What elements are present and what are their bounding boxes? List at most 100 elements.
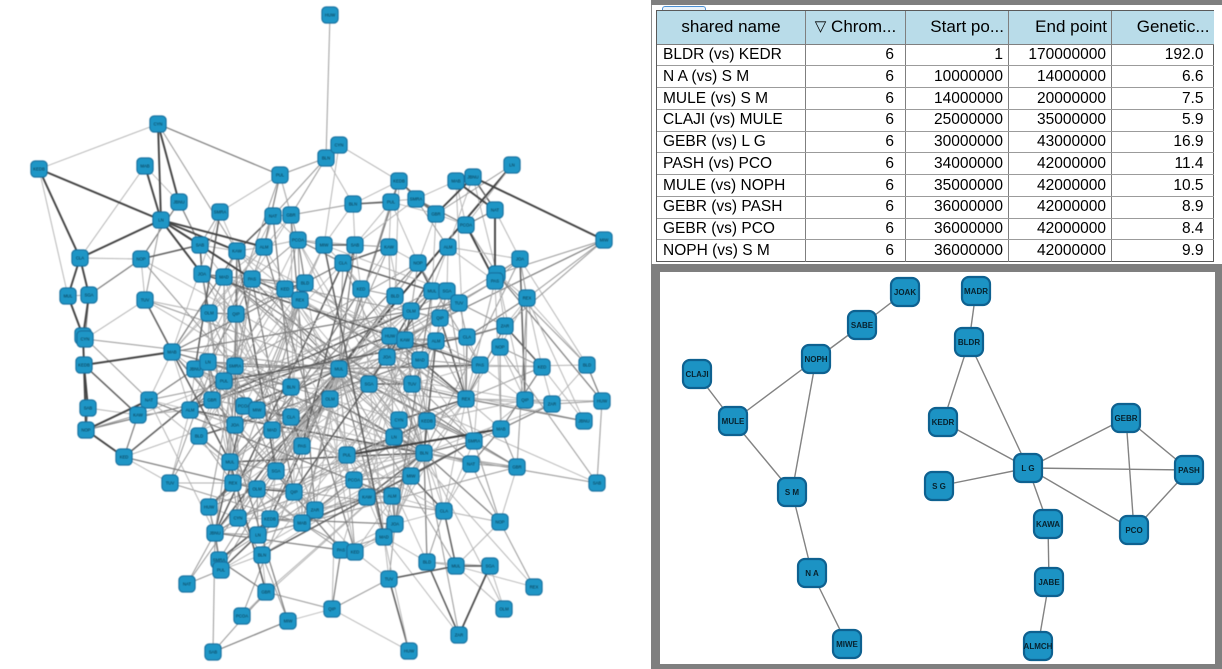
svg-text:REX: REX: [462, 397, 471, 402]
svg-text:QIP: QIP: [232, 312, 240, 317]
svg-text:NOP: NOP: [81, 428, 90, 433]
svg-text:SMRA: SMRA: [214, 210, 227, 215]
svg-text:KAW: KAW: [400, 338, 411, 343]
svg-text:CYN: CYN: [394, 418, 403, 423]
svg-text:MUL: MUL: [334, 367, 344, 372]
svg-text:MAD: MAD: [415, 358, 425, 363]
svg-text:JOA: JOA: [231, 423, 239, 428]
svg-text:TUV: TUV: [408, 382, 417, 387]
svg-text:ALMCH: ALMCH: [1024, 642, 1053, 651]
svg-text:NOP: NOP: [136, 257, 145, 262]
svg-text:MAB: MAB: [451, 179, 460, 184]
svg-text:LN: LN: [509, 163, 515, 168]
svg-text:MUL: MUL: [427, 289, 437, 294]
svg-text:PASH: PASH: [1178, 466, 1200, 475]
svg-text:SMRA: SMRA: [410, 197, 423, 202]
svg-text:REX: REX: [530, 585, 539, 590]
svg-text:ZAR: ZAR: [455, 633, 464, 638]
svg-text:KEDB: KEDB: [421, 419, 433, 424]
svg-text:MIWE: MIWE: [836, 640, 858, 649]
svg-text:ALM: ALM: [444, 245, 453, 250]
svg-text:JBNU: JBNU: [578, 419, 589, 424]
svg-text:GBR: GBR: [207, 398, 216, 403]
svg-text:OLM: OLM: [252, 487, 262, 492]
svg-text:KED: KED: [357, 287, 366, 292]
svg-text:MUL: MUL: [451, 564, 461, 569]
svg-text:SGA: SGA: [485, 564, 494, 569]
svg-text:HUW: HUW: [404, 649, 415, 654]
svg-text:MIW: MIW: [320, 243, 330, 248]
svg-text:JOAK: JOAK: [894, 288, 916, 297]
svg-text:JOA: JOA: [391, 522, 399, 527]
svg-text:BLN: BLN: [420, 451, 428, 456]
svg-text:PCOA: PCOA: [238, 404, 250, 409]
svg-text:KED: KED: [281, 287, 290, 292]
svg-text:OLM: OLM: [499, 607, 509, 612]
svg-text:MAB: MAB: [297, 521, 306, 526]
svg-text:ZAR: ZAR: [501, 324, 510, 329]
svg-text:OLM: OLM: [406, 309, 416, 314]
svg-text:GEBR: GEBR: [1114, 414, 1137, 423]
svg-text:PUL: PUL: [220, 379, 229, 384]
svg-text:HUW: HUW: [204, 505, 215, 510]
svg-text:JOA: JOA: [516, 257, 524, 262]
svg-text:N A: N A: [805, 569, 819, 578]
svg-text:S G: S G: [932, 482, 946, 491]
svg-text:KEDB: KEDB: [264, 517, 276, 522]
svg-text:TUV: TUV: [385, 577, 394, 582]
svg-text:SABE: SABE: [851, 321, 874, 330]
svg-text:MAB: MAB: [167, 350, 176, 355]
svg-text:ALM: ALM: [186, 408, 195, 413]
svg-text:GBR: GBR: [286, 213, 295, 218]
svg-text:CLA: CLA: [339, 261, 347, 266]
svg-text:S M: S M: [785, 488, 800, 497]
svg-text:MIW: MIW: [407, 474, 417, 479]
svg-text:PUL: PUL: [343, 453, 352, 458]
svg-text:BLN: BLN: [349, 202, 357, 207]
svg-text:PUL: PUL: [217, 568, 226, 573]
svg-text:GBR: GBR: [512, 465, 521, 470]
svg-text:KAW: KAW: [133, 413, 144, 418]
svg-text:JOA: JOA: [198, 272, 206, 277]
svg-text:SGA: SGA: [442, 289, 451, 294]
svg-text:SAB: SAB: [196, 243, 205, 248]
svg-text:HUW: HUW: [325, 13, 336, 18]
svg-text:SAB: SAB: [84, 406, 93, 411]
svg-text:SGA: SGA: [84, 293, 93, 298]
svg-text:KAW: KAW: [232, 249, 243, 254]
svg-text:BLD: BLD: [391, 294, 399, 299]
svg-text:NAT: NAT: [269, 214, 278, 219]
svg-text:SGA: SGA: [364, 382, 373, 387]
svg-text:BLD: BLD: [301, 281, 309, 286]
svg-text:MAB: MAB: [496, 427, 505, 432]
svg-text:KEDR: KEDR: [932, 418, 955, 427]
svg-text:MAB: MAB: [140, 164, 149, 169]
svg-text:ALM: ALM: [432, 339, 441, 344]
svg-text:OLM: OLM: [204, 311, 214, 316]
svg-text:KEDB: KEDB: [33, 167, 45, 172]
svg-text:L G: L G: [1021, 464, 1034, 473]
svg-text:CLA: CLA: [463, 335, 471, 340]
svg-text:GBR: GBR: [431, 212, 440, 217]
svg-text:SAB: SAB: [209, 650, 218, 655]
svg-text:KED: KED: [351, 550, 360, 555]
svg-text:PCO: PCO: [1125, 526, 1142, 535]
svg-text:MIW: MIW: [253, 408, 263, 413]
svg-text:CLA: CLA: [76, 256, 84, 261]
svg-text:KED: KED: [120, 455, 129, 460]
svg-text:MIW: MIW: [600, 238, 610, 243]
svg-text:TUV: TUV: [455, 301, 464, 306]
svg-text:MAD: MAD: [219, 275, 229, 280]
svg-text:PUL: PUL: [387, 200, 396, 205]
svg-text:ZAR: ZAR: [311, 508, 320, 513]
svg-text:SMRA: SMRA: [213, 558, 226, 563]
svg-text:NAT: NAT: [467, 462, 476, 467]
svg-text:NOP: NOP: [495, 345, 504, 350]
svg-text:NAT: NAT: [491, 208, 500, 213]
svg-text:ALM: ALM: [260, 245, 269, 250]
svg-text:PAS: PAS: [491, 279, 499, 284]
svg-text:MADR: MADR: [964, 287, 988, 296]
svg-text:CLAJI: CLAJI: [685, 370, 708, 379]
svg-text:CYN: CYN: [80, 337, 89, 342]
svg-text:JOA: JOA: [383, 355, 391, 360]
